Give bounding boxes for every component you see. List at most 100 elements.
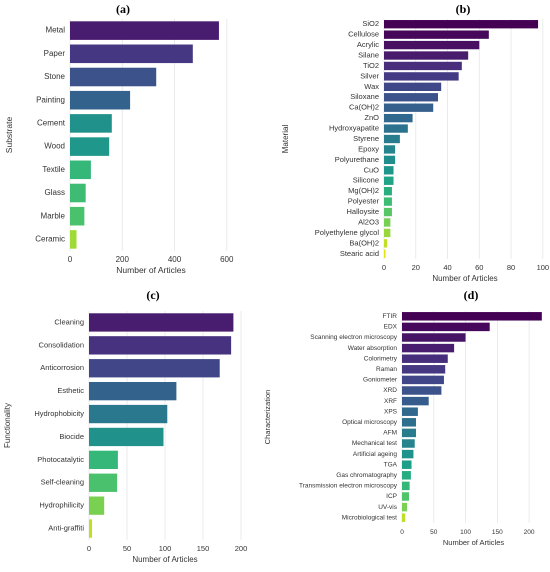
bar-styrene	[384, 134, 400, 144]
category-label: Wood	[44, 142, 65, 151]
category-label: TiO2	[363, 61, 379, 70]
bar-ca-oh-2	[384, 103, 434, 112]
category-label: Polyethylene glycol	[315, 228, 380, 237]
category-label: SiO2	[362, 19, 379, 28]
x-tick-label: 50	[430, 529, 438, 536]
y-axis-label: Material	[281, 125, 290, 154]
y-axis-label: Substrate	[4, 117, 14, 154]
bar-icp	[402, 492, 409, 501]
category-label: Polyester	[348, 197, 380, 206]
panel-letter: (b)	[456, 2, 471, 16]
bar-silane	[384, 51, 469, 60]
category-label: Ceramic	[35, 235, 65, 244]
bar-marble	[70, 206, 85, 226]
bar-optical-microscopy	[402, 418, 416, 427]
bar-polyurethane	[384, 155, 396, 165]
bar-uv-vis	[402, 502, 408, 512]
bar-stearic-acid	[384, 249, 386, 258]
x-tick-label: 0	[400, 529, 404, 536]
category-label: Scanning electron microscopy	[310, 334, 397, 341]
category-label: XRF	[384, 398, 397, 405]
category-label: Photocatalytic	[37, 455, 84, 464]
bar-tio2	[384, 61, 462, 71]
x-axis-label: Number of Articles	[132, 555, 197, 564]
bar-mg-oh-2	[384, 187, 392, 196]
category-label: Water absorption	[348, 345, 398, 352]
y-axis-label: Characterization	[263, 390, 272, 445]
category-label: Self-cleaning	[41, 478, 84, 487]
x-tick-label: 200	[116, 255, 130, 264]
category-label: Paper	[44, 49, 66, 58]
bar-xrf	[402, 396, 429, 406]
category-label: Cement	[37, 119, 66, 128]
bar-anticorrosion	[89, 359, 220, 378]
bar-consolidation	[89, 336, 232, 355]
bar-tga	[402, 460, 412, 469]
category-label: Glass	[45, 188, 65, 197]
category-label: XPS	[384, 408, 398, 415]
bar-artificial-ageing	[402, 449, 414, 459]
x-axis-label: Number of Articles	[116, 265, 185, 275]
category-label: Polyurethane	[335, 155, 379, 164]
category-label: Metal	[45, 26, 65, 35]
category-label: AFM	[383, 430, 397, 437]
bar-self-cleaning	[89, 473, 118, 492]
category-label: Marble	[41, 211, 66, 220]
x-tick-label: 400	[168, 255, 182, 264]
bar-hydroxyapatite	[384, 124, 408, 133]
category-label: ICP	[386, 493, 397, 500]
category-label: Biocide	[59, 432, 84, 441]
category-label: Anticorrosion	[40, 363, 84, 372]
x-tick-label: 0	[87, 544, 91, 553]
category-label: Stone	[44, 72, 65, 81]
category-label: Raman	[376, 366, 397, 373]
category-label: Transmission electron microscopy	[299, 483, 398, 490]
bar-afm	[402, 428, 416, 438]
x-tick-label: 100	[537, 263, 550, 272]
category-label: Consolidation	[39, 340, 84, 349]
bar-al2o3	[384, 218, 391, 227]
bar-cuo	[384, 166, 394, 175]
category-label: Painting	[36, 95, 65, 104]
category-label: Hydrophilicity	[39, 501, 84, 510]
category-label: Siloxane	[350, 92, 379, 101]
bar-cleaning	[89, 313, 234, 332]
bar-acrylic	[384, 40, 480, 50]
category-label: Ba(OH)2	[349, 238, 379, 247]
bar-stone	[70, 67, 157, 87]
category-label: Esthetic	[57, 386, 84, 395]
plot-area	[402, 311, 545, 523]
category-label: Hydroxyapatite	[329, 124, 379, 133]
y-axis-label: Functionality	[3, 403, 12, 448]
bar-scanning-electron-microscopy	[402, 333, 466, 342]
category-label: Epoxy	[358, 144, 379, 153]
category-label: Silane	[358, 51, 379, 60]
x-tick-label: 0	[68, 255, 73, 264]
x-axis-label: Number of Articles	[443, 538, 505, 547]
chart-panel-4: FTIR EDX Scanning electron microscopy Water…	[263, 288, 545, 547]
x-tick-label: 60	[475, 263, 483, 272]
bar-silver	[384, 72, 459, 81]
bar-ba-oh-2	[384, 239, 388, 248]
bar-cement	[70, 114, 112, 133]
panel-letter: (a)	[116, 2, 130, 16]
x-tick-label: 100	[460, 529, 471, 536]
category-label: XRD	[383, 387, 397, 394]
x-tick-label: 200	[235, 544, 248, 553]
category-label: EDX	[384, 324, 398, 331]
category-label: TGA	[384, 461, 398, 468]
category-label: Silver	[360, 71, 379, 80]
bar-raman	[402, 365, 446, 374]
category-label: Mechanical test	[352, 440, 397, 447]
category-label: Stearic acid	[340, 249, 379, 258]
category-label: Colorimetry	[364, 355, 398, 362]
bar-colorimetry	[402, 354, 448, 363]
bar-hydrophilicity	[89, 496, 105, 515]
chart-panels: Metal Paper Stone Painting Cement Wood Textile…	[3, 2, 549, 564]
bar-gas-chromatography	[402, 471, 411, 480]
category-label: Ca(OH)2	[349, 103, 379, 112]
category-label: FTIR	[383, 313, 398, 320]
bar-biocide	[89, 427, 164, 447]
bar-anti-graffiti	[89, 519, 93, 538]
